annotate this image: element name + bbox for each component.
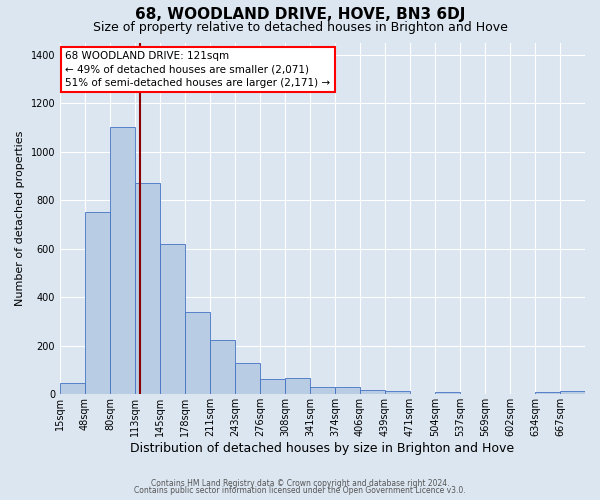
Text: 68, WOODLAND DRIVE, HOVE, BN3 6DJ: 68, WOODLAND DRIVE, HOVE, BN3 6DJ — [135, 8, 465, 22]
Bar — [85, 212, 110, 394]
Bar — [110, 128, 135, 394]
Bar — [360, 390, 385, 394]
Text: Size of property relative to detached houses in Brighton and Hove: Size of property relative to detached ho… — [92, 21, 508, 34]
Bar — [560, 392, 585, 394]
Bar — [135, 183, 160, 394]
Bar — [385, 392, 410, 394]
Bar — [235, 363, 260, 394]
Text: Contains HM Land Registry data © Crown copyright and database right 2024.: Contains HM Land Registry data © Crown c… — [151, 478, 449, 488]
Bar — [335, 388, 360, 394]
Bar — [260, 379, 285, 394]
Text: Contains public sector information licensed under the Open Government Licence v3: Contains public sector information licen… — [134, 486, 466, 495]
Bar — [285, 378, 310, 394]
Bar — [210, 340, 235, 394]
Text: 68 WOODLAND DRIVE: 121sqm
← 49% of detached houses are smaller (2,071)
51% of se: 68 WOODLAND DRIVE: 121sqm ← 49% of detac… — [65, 52, 331, 88]
Bar — [310, 386, 335, 394]
Bar — [435, 392, 460, 394]
Bar — [60, 382, 85, 394]
Bar — [160, 244, 185, 394]
Y-axis label: Number of detached properties: Number of detached properties — [15, 130, 25, 306]
X-axis label: Distribution of detached houses by size in Brighton and Hove: Distribution of detached houses by size … — [130, 442, 515, 455]
Bar — [185, 312, 210, 394]
Bar — [535, 392, 560, 394]
